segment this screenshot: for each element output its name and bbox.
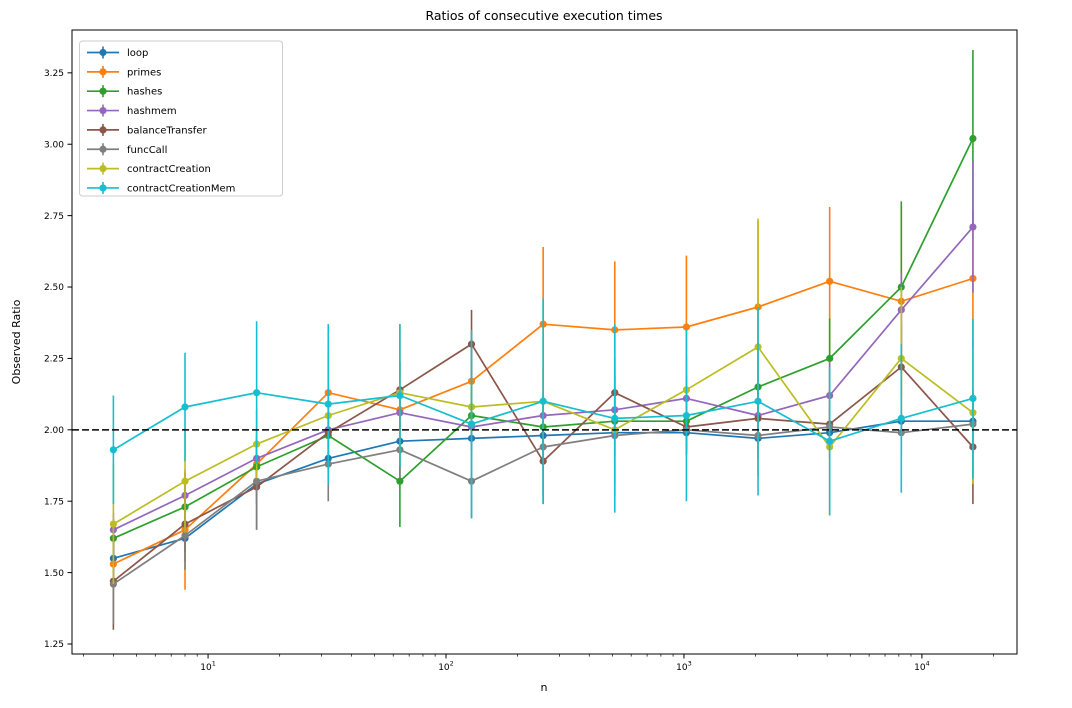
- legend-item-contractCreation: contractCreation: [87, 162, 211, 175]
- x-tick-label: 103: [676, 660, 692, 674]
- y-tick-label: 1.25: [44, 640, 64, 650]
- legend-label-primes: primes: [127, 67, 161, 78]
- legend-label-contractCreation: contractCreation: [127, 164, 211, 175]
- axis-tick-labels: 101 102 103 104 1.25 1.50 1.75 2.00 2.25 2.50 2.75…: [44, 69, 930, 673]
- marker-hashes: [396, 477, 404, 485]
- legend-box: [79, 40, 283, 197]
- plot-frame: [71, 29, 1018, 655]
- legend-key-marker: [99, 106, 107, 115]
- legend-label-loop: loop: [127, 48, 148, 59]
- y-axis-label: Observed Ratio: [10, 299, 23, 384]
- legend: loop primes hashes hashmem balanceTransfer fu…: [79, 40, 283, 197]
- y-tick-label: 3.00: [44, 140, 64, 150]
- y-tick-label: 2.00: [44, 426, 64, 436]
- legend-item-hashes: hashes: [87, 85, 162, 98]
- marker-contractCreationMem: [969, 394, 977, 403]
- marker-contractCreationMem: [754, 397, 762, 405]
- marker-hashes: [969, 134, 977, 143]
- x-tick-label: 101: [200, 660, 216, 674]
- y-tick-label: 1.75: [44, 497, 64, 507]
- marker-funcCall: [181, 531, 189, 540]
- marker-contractCreationMem: [826, 437, 834, 445]
- marker-contractCreationMem: [253, 389, 261, 397]
- chart-title: Ratios of consecutive execution times: [425, 8, 662, 23]
- marker-contractCreationMem: [682, 411, 691, 420]
- y-tick-label: 2.25: [44, 355, 64, 365]
- marker-contractCreationMem: [897, 414, 905, 422]
- marker-funcCall: [109, 580, 117, 588]
- marker-contractCreationMem: [611, 414, 619, 422]
- marker-primes: [826, 277, 834, 285]
- y-tick-label: 2.50: [44, 283, 64, 293]
- plot-series: [109, 49, 977, 630]
- legend-label-contractCreationMem: contractCreationMem: [127, 183, 235, 194]
- legend-key-marker: [99, 184, 107, 192]
- marker-primes: [682, 323, 691, 331]
- marker-hashes: [826, 354, 834, 363]
- marker-contractCreationMem: [396, 391, 404, 400]
- legend-label-funcCall: funcCall: [127, 145, 167, 156]
- x-axis-label: n: [541, 681, 548, 694]
- legend-key-marker: [99, 145, 107, 153]
- legend-key-marker: [99, 68, 107, 76]
- marker-funcCall: [253, 477, 261, 485]
- legend-key-marker: [99, 48, 107, 57]
- legend-key-marker: [99, 165, 107, 173]
- legend-item-loop: loop: [87, 46, 148, 59]
- legend-item-funcCall: funcCall: [87, 143, 167, 156]
- y-tick-label: 2.75: [44, 212, 64, 222]
- marker-contractCreationMem: [181, 403, 189, 411]
- legend-item-contractCreationMem: contractCreationMem: [87, 181, 235, 194]
- marker-contractCreation: [181, 477, 189, 485]
- y-tick-label: 1.50: [44, 569, 64, 579]
- legend-label-hashes: hashes: [127, 87, 162, 98]
- marker-contractCreationMem: [467, 420, 476, 428]
- legend-item-primes: primes: [87, 65, 161, 78]
- series-contractCreationMem: [109, 298, 977, 519]
- y-tick-label: 3.25: [44, 69, 64, 79]
- marker-hashmem: [969, 223, 977, 231]
- legend-label-balanceTransfer: balanceTransfer: [127, 125, 207, 136]
- marker-contractCreation: [109, 520, 117, 528]
- x-tick-label: 102: [438, 660, 454, 674]
- legend-key-marker: [99, 87, 107, 95]
- legend-item-hashmem: hashmem: [87, 104, 177, 117]
- marker-contractCreationMem: [109, 446, 117, 454]
- legend-key-marker: [99, 126, 107, 134]
- legend-label-hashmem: hashmem: [127, 106, 177, 117]
- marker-contractCreationMem: [324, 400, 332, 408]
- marker-contractCreationMem: [539, 397, 547, 405]
- legend-item-balanceTransfer: balanceTransfer: [87, 123, 207, 136]
- x-tick-label: 104: [914, 660, 930, 674]
